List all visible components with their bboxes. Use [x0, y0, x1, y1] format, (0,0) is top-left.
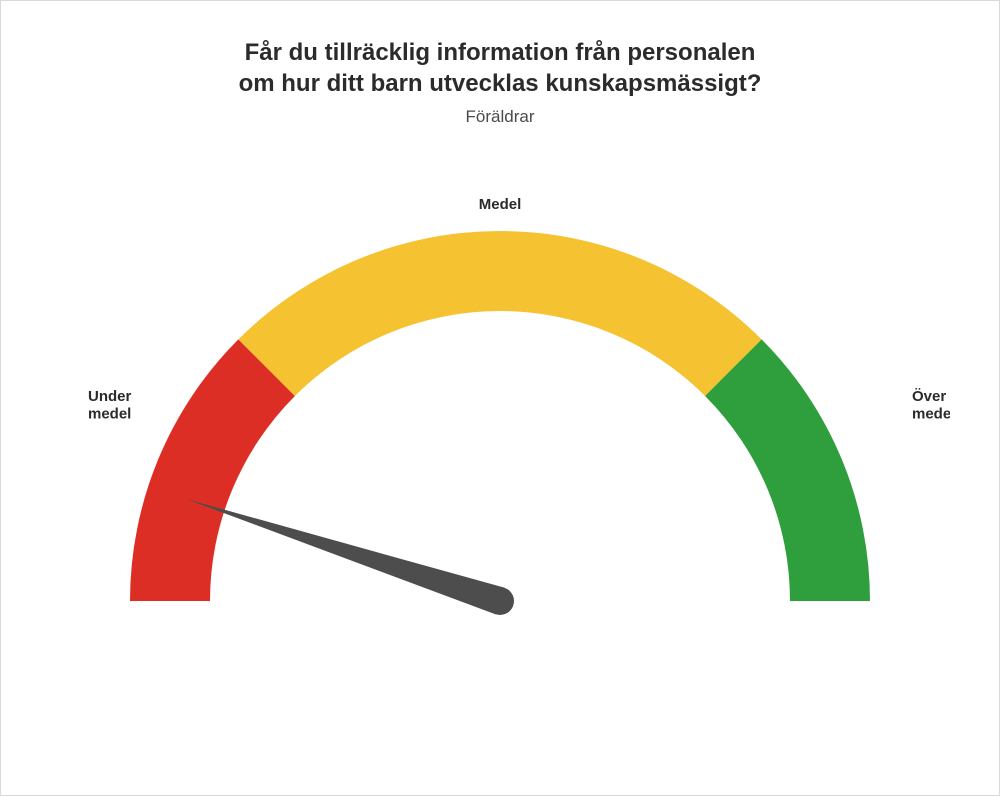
gauge-chart: Undermedel Medel Övermedel — [50, 151, 950, 711]
gauge-segment-label-2: Övermedel — [912, 388, 950, 422]
title-block: Får du tillräcklig information från pers… — [1, 1, 999, 127]
gauge-segment-1 — [238, 231, 761, 396]
chart-frame: Får du tillräcklig information från pers… — [0, 0, 1000, 796]
gauge-needle-hub — [486, 587, 514, 615]
gauge-segment-2 — [705, 339, 870, 601]
chart-subtitle: Föräldrar — [1, 107, 999, 127]
gauge-segment-0 — [130, 339, 295, 601]
title-line-2: om hur ditt barn utvecklas kunskapsmässi… — [239, 70, 762, 97]
gauge-needle — [186, 499, 504, 614]
gauge-segment-label-0: Undermedel — [88, 388, 132, 422]
chart-title: Får du tillräcklig information från pers… — [1, 37, 999, 99]
title-line-1: Får du tillräcklig information från pers… — [245, 39, 756, 66]
gauge-segment-label-1: Medel — [479, 196, 522, 213]
gauge-container: Undermedel Medel Övermedel — [1, 151, 999, 711]
